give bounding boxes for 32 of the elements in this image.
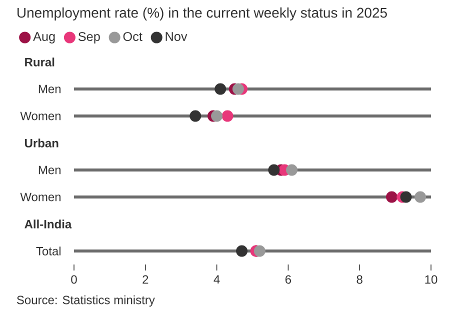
point bbox=[268, 164, 280, 176]
source-note: Source: Statistics ministry bbox=[16, 295, 155, 307]
point bbox=[236, 245, 248, 257]
point bbox=[414, 191, 426, 203]
x-tick-label: 8 bbox=[356, 275, 362, 284]
point bbox=[386, 191, 398, 203]
x-tick-label: 4 bbox=[214, 275, 220, 284]
point bbox=[190, 110, 202, 122]
point bbox=[286, 164, 298, 176]
chart-title: Unemployment rate (%) in the current weekly status in 2025 bbox=[18, 7, 387, 20]
point bbox=[214, 83, 226, 95]
point bbox=[222, 110, 234, 122]
legend-label: Nov bbox=[166, 32, 188, 41]
point bbox=[232, 83, 244, 95]
legend-label: Aug bbox=[33, 32, 55, 44]
legend-label: Oct bbox=[123, 32, 142, 42]
y-tick-label: Men bbox=[38, 166, 61, 174]
legend-label: Sep bbox=[78, 32, 100, 44]
x-tick-label: 2 bbox=[142, 275, 148, 284]
y-tick-label: Total bbox=[36, 246, 60, 256]
point bbox=[400, 191, 412, 203]
y-tick-label: Urban bbox=[25, 138, 58, 148]
y-tick-label: Men bbox=[38, 84, 61, 94]
y-tick-label: Women bbox=[20, 192, 61, 202]
x-tick-label: 0 bbox=[71, 275, 77, 284]
point bbox=[254, 245, 266, 257]
y-tick-label: All-India bbox=[24, 220, 72, 228]
point bbox=[211, 110, 223, 122]
y-tick-label: Rural bbox=[25, 58, 54, 66]
x-tick-label: 6 bbox=[285, 275, 292, 284]
x-tick-label: 10 bbox=[425, 275, 438, 284]
y-tick-label: Women bbox=[20, 112, 61, 120]
